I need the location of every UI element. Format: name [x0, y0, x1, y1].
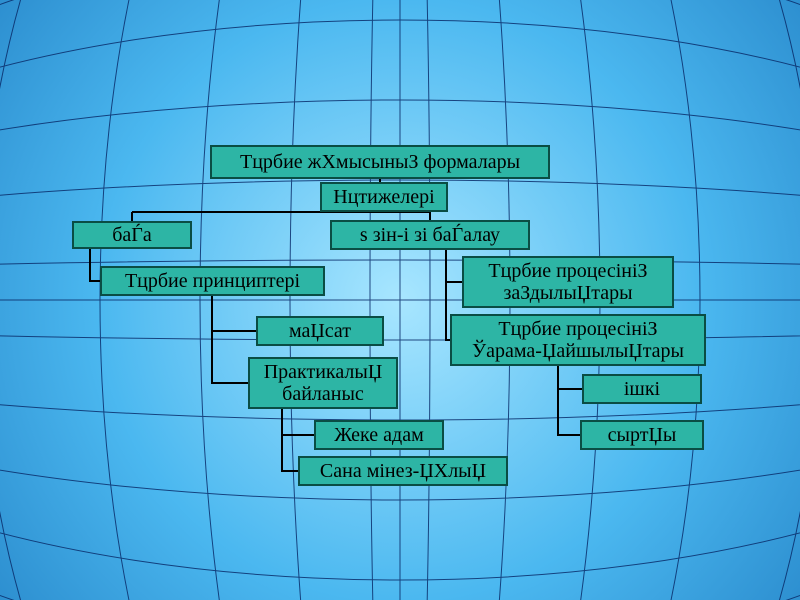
node-label: s зін-і зі баЃалау	[360, 224, 500, 246]
node-label: Сана мінез-ЏХлыЏ	[320, 460, 486, 482]
node-label: сыртЏы	[608, 424, 677, 446]
node-ozin: s зін-і зі баЃалау	[330, 220, 530, 250]
node-label: маЏсат	[289, 320, 351, 342]
connector-9	[446, 250, 462, 282]
node-sana: Сана мінез-ЏХлыЏ	[298, 456, 508, 486]
node-praktik: ПрактикалыЏ байланыс	[248, 357, 398, 409]
node-root: Тцрбие жХмысыныЗ формалары	[210, 145, 550, 179]
node-ishki: ішкі	[582, 374, 702, 404]
node-label: ішкі	[624, 378, 660, 400]
node-label: Тцрбие процесініЗ Ўарама-ЏайшылыЏтары	[472, 318, 684, 362]
connector-6	[212, 331, 248, 383]
connector-8	[282, 435, 298, 471]
node-label: Жеке адам	[334, 424, 423, 446]
connector-4	[90, 249, 100, 281]
node-maksat: маЏсат	[256, 316, 384, 346]
connector-12	[558, 389, 580, 435]
node-syrtky: сыртЏы	[580, 420, 704, 450]
node-zandlyk: Тцрбие процесініЗ заЗдылыЏтары	[462, 256, 674, 308]
node-zheke: Жеке адам	[314, 420, 444, 450]
node-label: Нцтижелері	[333, 186, 434, 208]
node-label: Тцрбие процесініЗ заЗдылыЏтары	[488, 260, 647, 304]
node-principles: Тцрбие принциптері	[100, 266, 325, 296]
diagram-stage: Тцрбие жХмысыныЗ формалары Нцтижелері баЃа…	[0, 0, 800, 600]
node-results: Нцтижелері	[320, 182, 448, 212]
connector-layer	[0, 0, 800, 600]
connector-5	[212, 296, 256, 331]
connector-11	[558, 366, 582, 389]
node-label: ПрактикалыЏ байланыс	[264, 361, 383, 405]
connector-7	[282, 409, 314, 435]
node-baga: баЃа	[72, 221, 192, 249]
node-label: Тцрбие принциптері	[125, 270, 300, 292]
node-label: Тцрбие жХмысыныЗ формалары	[240, 151, 520, 173]
node-qarama: Тцрбие процесініЗ Ўарама-ЏайшылыЏтары	[450, 314, 706, 366]
node-label: баЃа	[112, 224, 152, 246]
